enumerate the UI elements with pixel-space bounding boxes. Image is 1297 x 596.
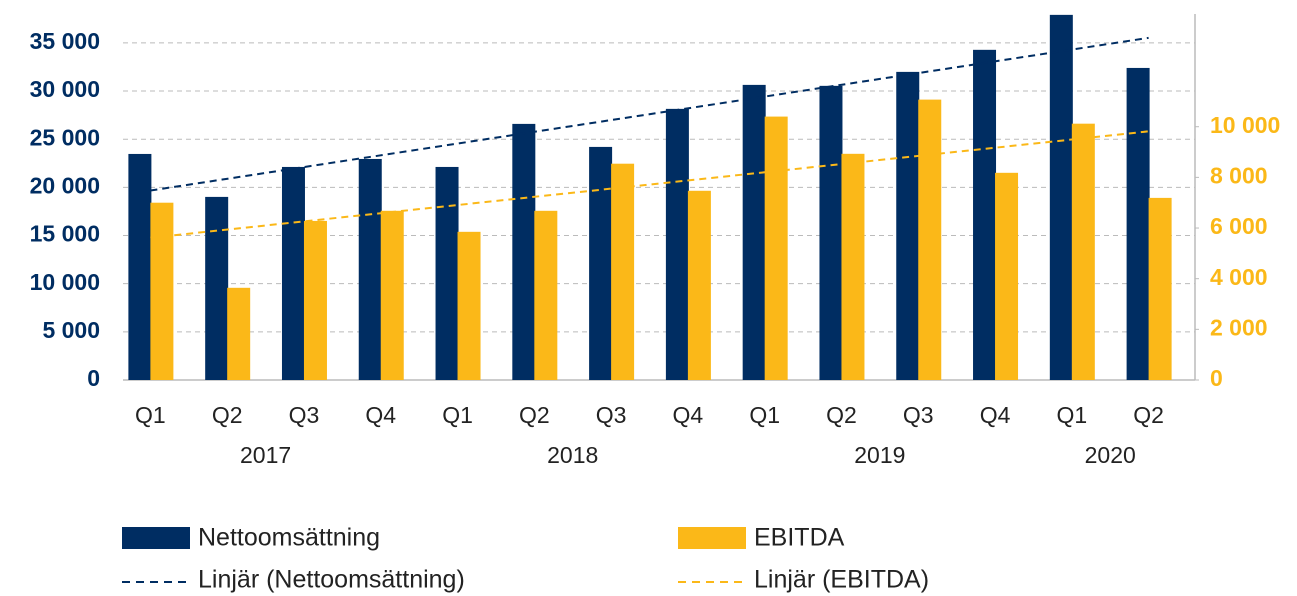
legend-label: Nettoomsättning: [198, 524, 380, 552]
bar: [742, 84, 766, 380]
x-group-label: 2018: [547, 442, 598, 468]
x-group-label: 2017: [240, 442, 291, 468]
y-tick-label: 10 000: [30, 269, 100, 295]
x-tick-label: Q4: [673, 402, 704, 428]
bar: [918, 99, 942, 380]
x-tick-label: Q4: [365, 402, 396, 428]
bar: [1071, 123, 1095, 381]
y2-tick-label: 6 000: [1210, 213, 1268, 239]
bar: [380, 210, 404, 380]
bar: [457, 231, 481, 380]
x-tick-label: Q2: [212, 402, 243, 428]
y-tick-label: 30 000: [30, 76, 100, 102]
legend-label: Linjär (EBITDA): [754, 566, 929, 594]
bar: [534, 210, 558, 380]
x-tick-label: Q3: [289, 402, 320, 428]
bar: [665, 108, 689, 380]
y2-tick-label: 4 000: [1210, 264, 1268, 290]
legend-label: EBITDA: [754, 524, 845, 552]
x-group-label: 2019: [854, 442, 905, 468]
bar: [358, 158, 382, 380]
x-tick-label: Q2: [519, 402, 550, 428]
x-tick-label: Q1: [442, 402, 473, 428]
bar: [896, 71, 920, 380]
bar: [687, 190, 711, 380]
bar: [819, 85, 843, 381]
bar: [303, 220, 327, 380]
bar: [205, 196, 229, 380]
legend-swatch: [122, 527, 190, 549]
bar: [512, 123, 536, 381]
bar: [150, 202, 174, 380]
bar: [589, 146, 613, 380]
legend-swatch: [678, 527, 746, 549]
y-tick-label: 35 000: [30, 28, 100, 54]
bar: [128, 153, 152, 380]
x-tick-label: Q2: [826, 402, 857, 428]
bar: [1148, 197, 1172, 380]
x-group-label: 2020: [1085, 442, 1136, 468]
bar: [227, 287, 251, 380]
x-tick-label: Q2: [1133, 402, 1164, 428]
y-tick-label: 25 000: [30, 124, 100, 150]
bar: [435, 166, 459, 380]
y-tick-label: 15 000: [30, 221, 100, 247]
y-tick-label: 5 000: [42, 317, 100, 343]
y2-tick-label: 10 000: [1210, 112, 1280, 138]
bar: [841, 153, 865, 380]
x-tick-label: Q1: [1056, 402, 1087, 428]
bar: [1126, 67, 1150, 381]
y-tick-label: 0: [87, 365, 100, 391]
y2-tick-label: 2 000: [1210, 314, 1268, 340]
bar: [1049, 14, 1073, 380]
x-tick-label: Q4: [980, 402, 1011, 428]
bar: [281, 166, 305, 380]
x-tick-label: Q3: [596, 402, 627, 428]
bar: [973, 49, 997, 381]
y2-tick-label: 8 000: [1210, 162, 1268, 188]
x-tick-label: Q1: [749, 402, 780, 428]
legend-label: Linjär (Nettoomsättning): [198, 566, 465, 594]
y2-tick-label: 0: [1210, 365, 1223, 391]
bar: [764, 116, 788, 381]
y-tick-label: 20 000: [30, 172, 100, 198]
bar: [611, 163, 635, 380]
x-tick-label: Q1: [135, 402, 166, 428]
trendline: [150, 36, 1149, 192]
x-tick-label: Q3: [903, 402, 934, 428]
bar: [995, 172, 1019, 380]
